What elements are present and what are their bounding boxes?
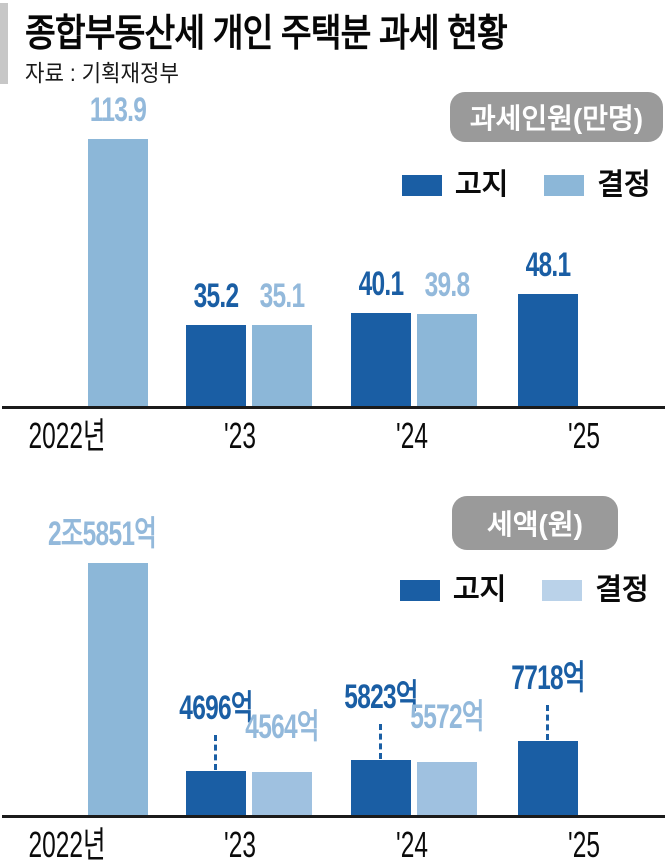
- chart1-bar-결정-0: [88, 563, 148, 817]
- chart0-category-label-1: '23: [224, 415, 256, 456]
- chart1-category-label-3: '25: [568, 824, 600, 865]
- chart0-category-label-3: '25: [568, 415, 600, 456]
- legend-swatch-gyeoljeong: [544, 174, 585, 196]
- chart1-bar-value-label-3: 5823억: [344, 678, 418, 716]
- page-title: 종합부동산세 개인 주택분 과세 현황: [25, 13, 508, 55]
- chart1-bar-고지-3: [351, 760, 411, 817]
- chart0-bar-고지-1: [186, 325, 246, 408]
- chart1-connector-line-5: [546, 705, 549, 740]
- chart-taxamount-title-badge: 세액(원): [452, 496, 618, 550]
- chart-taxamount-legend: 고지 결정: [400, 574, 649, 606]
- chart0-bar-value-label-5: 48.1: [525, 246, 571, 284]
- legend-label-gyeoljeong: 결정: [597, 169, 651, 201]
- chart0-bar-결정-2: [252, 325, 312, 408]
- legend-label-goji: 고지: [455, 169, 509, 201]
- legend-swatch-gyeoljeong: [542, 579, 583, 601]
- chart1-bar-value-label-0: 2조5851억: [47, 515, 157, 553]
- chart1-connector-line-3: [379, 724, 382, 759]
- chart0-bar-결정-0: [88, 139, 148, 408]
- chart-taxamount-axis-line: [2, 815, 665, 818]
- legend-swatch-goji: [400, 579, 440, 601]
- chart0-bar-value-label-0: 113.9: [89, 91, 147, 129]
- chart0-category-label-0: 2022년: [28, 415, 106, 456]
- chart0-bar-value-label-2: 35.1: [259, 277, 305, 315]
- chart1-connector-line-1: [214, 735, 217, 770]
- chart1-bar-value-label-5: 7718억: [511, 659, 585, 697]
- chart-taxpayers-legend: 고지 결정: [402, 169, 651, 201]
- chart0-bar-고지-3: [351, 313, 411, 408]
- chart1-bar-고지-1: [186, 771, 246, 817]
- chart1-bar-value-label-1: 4696억: [179, 689, 253, 727]
- chart0-category-label-2: '24: [396, 415, 428, 456]
- chart1-bar-고지-5: [518, 741, 578, 817]
- chart-taxpayers-title-badge: 과세인원(만명): [450, 92, 663, 142]
- chart0-bar-value-label-1: 35.2: [193, 277, 239, 315]
- legend-label-goji: 고지: [453, 574, 507, 606]
- chart1-category-label-1: '23: [224, 824, 256, 865]
- chart1-bar-결정-2: [252, 772, 312, 817]
- chart-taxpayers-axis-line: [2, 406, 665, 409]
- legend-swatch-goji: [402, 174, 442, 196]
- title-accent-bar: [0, 3, 8, 84]
- source-label: 자료 : 기획재정부: [25, 60, 179, 86]
- chart1-bar-value-label-4: 5572억: [410, 698, 484, 736]
- chart1-bar-value-label-2: 4564억: [245, 708, 319, 746]
- chart0-bar-고지-5: [518, 294, 578, 408]
- chart0-bar-value-label-4: 39.8: [424, 266, 470, 304]
- legend-label-gyeoljeong: 결정: [595, 574, 649, 606]
- chart1-bar-결정-4: [417, 762, 477, 817]
- chart1-category-label-0: 2022년: [28, 824, 106, 865]
- chart0-bar-value-label-3: 40.1: [358, 265, 404, 303]
- chart0-bar-결정-4: [417, 314, 477, 408]
- chart1-category-label-2: '24: [396, 824, 428, 865]
